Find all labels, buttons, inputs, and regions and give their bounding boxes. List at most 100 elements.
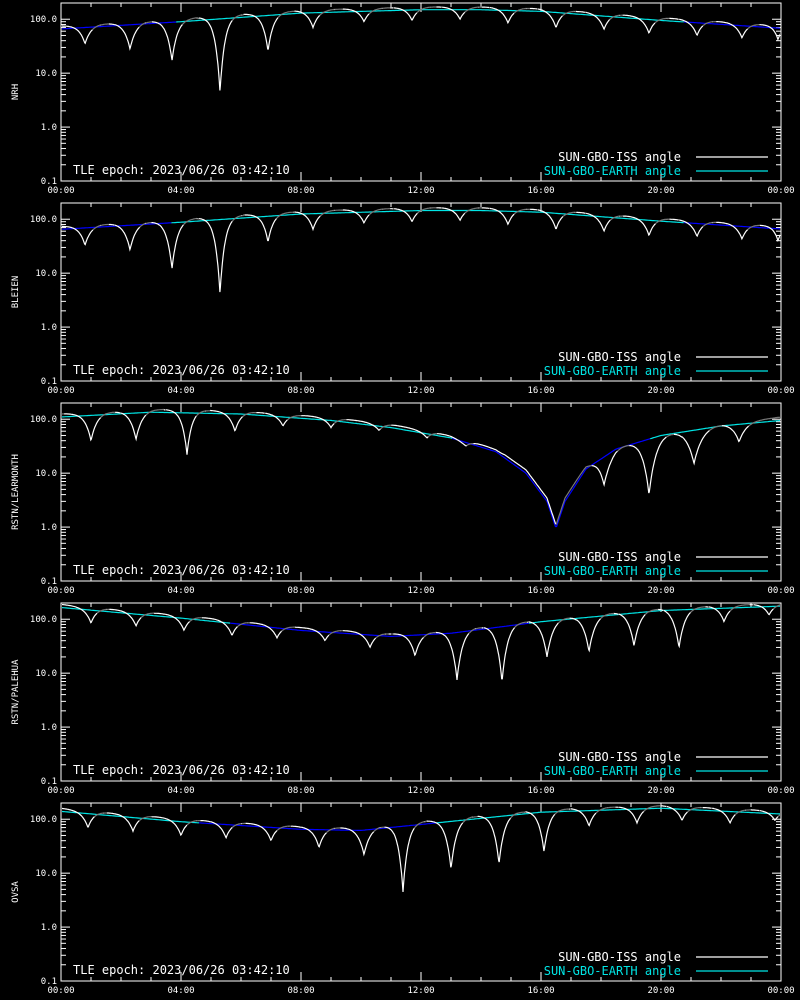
iss-angle-line: [196, 17, 198, 19]
iss-angle-line: [721, 425, 750, 443]
iss-angle-line: [575, 10, 586, 13]
iss-angle-line: [679, 18, 704, 36]
panel-5: 0.1 1.0 10.0 100.0 00:00 04:00 08:00 12:00 16:00…: [11, 802, 795, 996]
earth-angle-line: [62, 606, 231, 624]
iss-angle-line: [473, 443, 557, 525]
iss-angle-line: [277, 10, 295, 18]
iss-angle-line: [750, 809, 760, 812]
iss-angle-line: [109, 608, 142, 628]
x-tick-label: 20:00: [647, 386, 674, 396]
earth-angle-line: [176, 9, 684, 23]
iss-angle-line: [115, 411, 121, 414]
iss-angle-line: [62, 25, 93, 45]
iss-angle-line: [368, 7, 383, 15]
iss-angle-line: [342, 8, 370, 23]
iss-angle-line: [256, 412, 265, 414]
y-tick-label: 100.0: [30, 215, 57, 225]
iss-angle-line: [576, 211, 586, 214]
iss-angle-line: [427, 433, 437, 438]
earth-angle-line: [62, 411, 453, 439]
x-tick-label: 00:00: [47, 586, 74, 596]
iss-angle-line: [708, 606, 731, 623]
iss-angle-line: [413, 821, 425, 829]
earth-angle-line: [198, 822, 437, 832]
iss-angle-line: [424, 820, 427, 823]
x-tick-label: 04:00: [167, 786, 194, 796]
y-tick-label: 0.1: [41, 577, 57, 587]
iss-angle-line: [430, 631, 436, 634]
iss-angle-line: [265, 412, 288, 427]
iss-angle-line: [241, 13, 245, 16]
x-tick-label: 12:00: [407, 786, 434, 796]
iss-angle-line: [475, 627, 482, 630]
x-tick-label: 08:00: [287, 186, 314, 196]
iss-angle-line: [555, 465, 592, 525]
iss-angle-line: [772, 604, 780, 610]
series-group: [62, 805, 780, 892]
x-tick-label: 04:00: [167, 586, 194, 596]
iss-angle-line: [622, 215, 656, 237]
iss-angle-line: [153, 612, 191, 632]
x-tick-label: 04:00: [167, 186, 194, 196]
iss-angle-line: [748, 416, 780, 427]
legend-iss-label: SUN-GBO-ISS angle: [558, 550, 681, 564]
iss-angle-line: [92, 224, 101, 231]
y-tick-label: 1.0: [41, 323, 57, 333]
iss-angle-line: [276, 825, 289, 831]
iss-angle-line: [537, 209, 564, 230]
iss-angle-line: [441, 207, 466, 222]
panel-4: 0.1 1.0 10.0 100.0 00:00 04:00 08:00 12:00 16:00…: [11, 602, 795, 796]
iss-angle-line: [249, 622, 283, 640]
x-tick-label: 08:00: [287, 386, 314, 396]
series-group: [62, 604, 780, 680]
iss-angle-line: [294, 626, 330, 642]
x-tick-label: 16:00: [527, 586, 554, 596]
legend-earth-label: SUN-GBO-EARTH angle: [544, 764, 681, 778]
iss-angle-line: [368, 208, 382, 216]
earth-angle-line: [171, 209, 684, 224]
iss-angle-line: [554, 808, 570, 815]
x-tick-label: 12:00: [407, 386, 434, 396]
iss-angle-line: [290, 825, 327, 848]
x-tick-label: 16:00: [527, 186, 554, 196]
iss-angle-line: [759, 224, 780, 242]
iss-angle-line: [416, 6, 431, 14]
series-group: [62, 207, 780, 293]
iss-angle-line: [231, 823, 242, 828]
iss-angle-line: [468, 627, 476, 634]
iss-angle-line: [690, 606, 706, 613]
iss-angle-line: [138, 22, 146, 28]
iss-angle-line: [585, 11, 611, 31]
iss-angle-line: [281, 626, 295, 632]
y-tick-label: 100.0: [30, 15, 57, 25]
iss-angle-line: [96, 608, 107, 614]
iss-angle-line: [237, 622, 248, 628]
iss-angle-line: [561, 10, 575, 17]
iss-angle-line: [464, 6, 479, 13]
iss-angle-line: [702, 21, 713, 27]
iss-angle-line: [140, 612, 155, 618]
iss-angle-line: [333, 419, 347, 425]
iss-angle-line: [607, 806, 616, 809]
iss-angle-line: [472, 815, 478, 818]
iss-angle-line: [729, 604, 750, 612]
iss-angle-line: [319, 209, 335, 217]
legend-earth-label: SUN-GBO-EARTH angle: [544, 964, 681, 978]
iss-angle-line: [196, 217, 198, 220]
iss-angle-line: [585, 212, 611, 233]
iss-angle-line: [716, 21, 749, 40]
iss-angle-line: [62, 604, 98, 624]
y-tick-label: 1.0: [41, 523, 57, 533]
iss-angle-line: [201, 617, 238, 636]
iss-angle-line: [759, 24, 780, 41]
iss-angle-line: [342, 209, 370, 224]
y-tick-label: 10.0: [35, 669, 57, 679]
iss-angle-line: [393, 633, 425, 657]
iss-angle-line: [663, 609, 691, 649]
iss-angle-line: [242, 412, 253, 418]
iss-angle-line: [145, 408, 164, 416]
iss-angle-line: [186, 820, 197, 826]
iss-angle-line: [643, 805, 661, 812]
iss-angle-line: [525, 811, 556, 852]
